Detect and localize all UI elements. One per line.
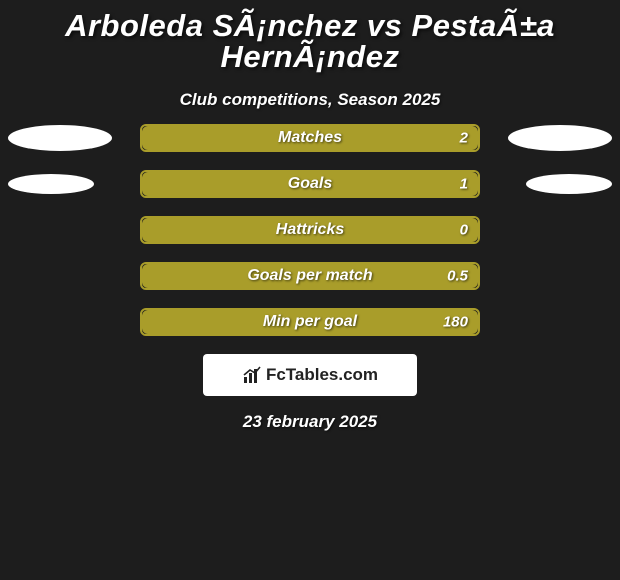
bar-track: Min per goal 180 (140, 308, 480, 336)
date-line: 23 february 2025 (0, 412, 620, 432)
brand-box: FcTables.com (203, 354, 417, 396)
bar-track: Hattricks 0 (140, 216, 480, 244)
bar-label: Goals (288, 175, 332, 193)
bar-label: Min per goal (263, 313, 357, 331)
bar-track: Goals per match 0.5 (140, 262, 480, 290)
page-subtitle: Club competitions, Season 2025 (0, 90, 620, 110)
bar-label: Matches (278, 129, 342, 147)
stat-row: Matches 2 (0, 124, 620, 152)
stat-rows: Matches 2 Goals 1 Hattricks 0 Goals per match 0… (0, 124, 620, 354)
bar-label: Goals per match (247, 267, 372, 285)
ellipse-right (526, 174, 612, 194)
canvas: Arboleda SÃ¡nchez vs PestaÃ±a HernÃ¡ndez… (0, 0, 620, 580)
bar-value-right: 2 (460, 130, 468, 147)
chart-icon (242, 365, 262, 385)
bar-value-right: 0 (460, 222, 468, 239)
bar-track: Goals 1 (140, 170, 480, 198)
bar-track: Matches 2 (140, 124, 480, 152)
bar-value-right: 180 (443, 314, 468, 331)
stat-row: Hattricks 0 (0, 216, 620, 244)
brand-inner: FcTables.com (242, 365, 378, 385)
page-title: Arboleda SÃ¡nchez vs PestaÃ±a HernÃ¡ndez (0, 0, 620, 72)
bar-value-right: 1 (460, 176, 468, 193)
stat-row: Goals per match 0.5 (0, 262, 620, 290)
ellipse-left (8, 125, 112, 151)
bar-value-right: 0.5 (447, 268, 468, 285)
ellipse-left (8, 174, 94, 194)
stat-row: Min per goal 180 (0, 308, 620, 336)
ellipse-right (508, 125, 612, 151)
stat-row: Goals 1 (0, 170, 620, 198)
bar-label: Hattricks (276, 221, 344, 239)
brand-text: FcTables.com (266, 365, 378, 385)
